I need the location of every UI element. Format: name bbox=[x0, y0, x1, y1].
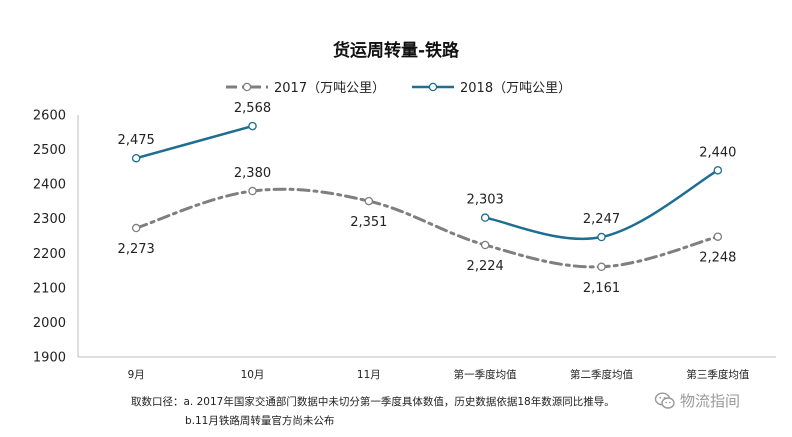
data-label: 2,440 bbox=[699, 145, 736, 160]
y-tick-label: 2200 bbox=[33, 247, 66, 262]
y-tick-label: 2000 bbox=[33, 316, 66, 331]
data-label: 2,247 bbox=[583, 212, 620, 227]
legend-marker-0 bbox=[242, 82, 252, 92]
data-point bbox=[131, 223, 141, 233]
note-line-b: b.11月铁路周转量官方尚未公布 bbox=[185, 415, 335, 427]
series-line-1 bbox=[134, 124, 254, 160]
data-label: 2,568 bbox=[234, 101, 271, 116]
y-tick-label: 1900 bbox=[33, 351, 66, 366]
source-notes: 取数口径：a. 2017年国家交通部门数据中未切分第一季度具体数值，历史数据依据… bbox=[131, 393, 615, 431]
x-tick-label: 9月 bbox=[128, 369, 145, 381]
data-label: 2,303 bbox=[467, 193, 504, 208]
y-tick-label: 2400 bbox=[33, 178, 66, 193]
x-tick-label: 10月 bbox=[241, 369, 265, 381]
data-label: 2,161 bbox=[583, 281, 620, 296]
data-point bbox=[597, 262, 606, 272]
series-line-0 bbox=[134, 187, 720, 269]
data-point bbox=[364, 196, 374, 206]
watermark: 物流指间 bbox=[654, 390, 740, 411]
x-tick-label: 第一季度均值 bbox=[454, 368, 517, 381]
data-point bbox=[597, 232, 606, 242]
legend-marker-1 bbox=[428, 82, 438, 92]
y-tick-label: 2100 bbox=[33, 281, 66, 296]
watermark-text: 物流指间 bbox=[680, 392, 741, 410]
data-point bbox=[131, 153, 141, 163]
wechat-icon bbox=[654, 391, 676, 411]
x-tick-label: 第二季度均值 bbox=[570, 368, 633, 381]
chart-title: 货运周转量-铁路 bbox=[332, 41, 460, 61]
data-label: 2,475 bbox=[118, 133, 155, 148]
x-tick-label: 11月 bbox=[357, 369, 381, 381]
data-point bbox=[480, 240, 490, 250]
note-line-a: 取数口径：a. 2017年国家交通部门数据中未切分第一季度具体数值，历史数据依据… bbox=[131, 396, 615, 408]
y-tick-label: 2500 bbox=[33, 143, 66, 158]
data-point bbox=[248, 186, 257, 196]
y-tick-label: 2300 bbox=[33, 212, 66, 227]
data-label: 2,248 bbox=[699, 251, 736, 266]
axes: 1900 2000 2100 2200 2300 2400 2500 2600 9月 10月 11月… bbox=[33, 109, 776, 381]
data-point bbox=[480, 213, 490, 222]
data-point bbox=[248, 121, 257, 131]
legend-label-0: 2017（万吨公里） bbox=[274, 81, 385, 96]
series-layer bbox=[131, 121, 723, 272]
legend: 2017（万吨公里） 2018（万吨公里） bbox=[226, 81, 571, 96]
x-tick-label: 第三季度均值 bbox=[686, 368, 749, 381]
data-label: 2,273 bbox=[118, 242, 155, 257]
data-point bbox=[713, 166, 723, 175]
data-point bbox=[713, 232, 723, 241]
y-tick-label: 2600 bbox=[33, 109, 66, 124]
data-labels: 2,273 2,380 2,351 2,224 2,161 2,248 2,475 2,568… bbox=[118, 101, 737, 296]
data-label: 2,224 bbox=[467, 259, 504, 274]
data-label: 2,351 bbox=[350, 215, 387, 230]
legend-label-1: 2018（万吨公里） bbox=[460, 81, 571, 96]
data-label: 2,380 bbox=[234, 166, 271, 181]
series-line-1 bbox=[483, 169, 720, 241]
